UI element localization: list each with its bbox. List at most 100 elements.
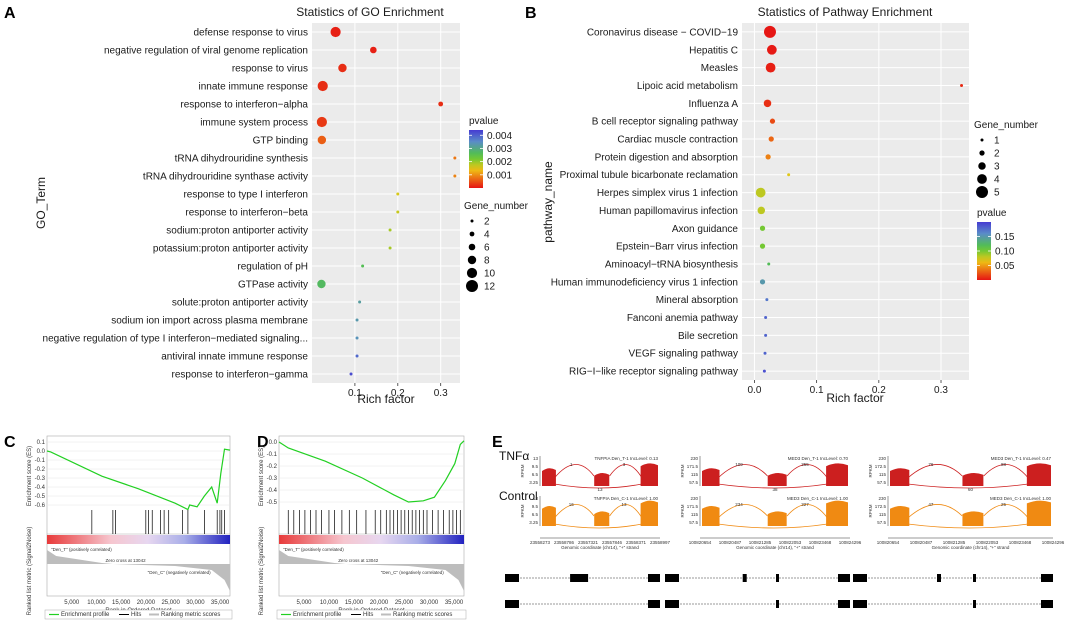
data-point <box>338 63 347 73</box>
y-tick-label: 57.5 <box>877 520 886 525</box>
data-point <box>759 243 766 249</box>
genomic-tick-label: 23558997 <box>650 540 671 545</box>
junction-arc <box>983 504 1029 519</box>
go-enrichment-chart: Statistics of GO Enrichment defense resp… <box>34 5 529 406</box>
y-tick-label: 171.5 <box>687 504 699 509</box>
genomic-tick-label: 100820654 <box>877 540 900 545</box>
zero-cross-label: Zero cross at 13042 <box>338 558 379 563</box>
y-axis-title: RPKM <box>680 504 685 517</box>
pathway-enrichment-chart: Statistics of Pathway Enrichment Coronav… <box>541 5 1039 405</box>
x-tick-label: 35,000 <box>445 600 464 606</box>
size-legend-label: 1 <box>994 136 1000 147</box>
junction-count: 16 <box>569 502 575 507</box>
exon-box <box>838 574 850 582</box>
junction-arc <box>717 464 768 479</box>
genomic-tick-label: 100820487 <box>910 540 933 545</box>
es-tick-label: -0.2 <box>35 467 46 473</box>
x-tick-label: 25,000 <box>161 600 180 606</box>
category-label: Human immunodeficiency virus 1 infection <box>551 277 738 288</box>
data-point <box>769 118 776 124</box>
positive-label: "Den_T" (positively correlated) <box>283 547 344 552</box>
genomic-axis-title: Genomic coordinate (chr14), "+" strand <box>736 545 814 550</box>
exon-box <box>853 574 867 582</box>
category-label: Mineral absorption <box>656 295 738 306</box>
genomic-tick-label: 100822053 <box>779 540 802 545</box>
junction-count: 88 <box>1001 462 1007 467</box>
size-legend-dot <box>979 150 985 156</box>
junction-count: 109 <box>735 462 743 467</box>
data-point <box>765 298 769 302</box>
genomic-tick-label: 100821285 <box>943 540 966 545</box>
size-legend-title: Gene_number <box>974 120 1039 131</box>
y-axis-title: RPKM <box>520 504 525 517</box>
data-point <box>453 156 457 160</box>
category-label: solute:proton antiporter activity <box>172 298 308 309</box>
rank-color-bar <box>279 535 464 544</box>
data-point <box>317 135 327 145</box>
category-label: Aminoacyl−tRNA biosynthesis <box>605 259 738 270</box>
y-axis-title: RPKM <box>680 464 685 477</box>
x-tick-label: 5,000 <box>296 600 312 606</box>
junction-arc <box>786 504 828 519</box>
category-label: response to interferon−beta <box>185 208 308 219</box>
x-tick-label: 25,000 <box>395 600 414 606</box>
color-tick-label: 0.15 <box>995 232 1015 243</box>
junction-arc <box>717 504 768 519</box>
genomic-tick-label: 100820487 <box>719 540 742 545</box>
coverage-block <box>826 500 848 526</box>
y-tick-label: 3.25 <box>529 520 538 525</box>
exon-box <box>776 574 779 582</box>
data-point <box>317 80 328 92</box>
gsea-plot-c: 0.1 0.0 -0.1 -0.2 -0.3 -0.4 -0.5 -0.6 "Den_T" (p… <box>27 435 233 620</box>
junction-arc <box>609 504 643 519</box>
size-legend-label: 6 <box>484 243 490 254</box>
exon-box <box>570 574 589 582</box>
junction-count: 327 <box>801 502 809 507</box>
size-legend-label: 5 <box>994 188 1000 199</box>
data-point <box>396 192 400 196</box>
size-legend-dot <box>977 174 987 184</box>
size-legend-label: 2 <box>994 149 1000 160</box>
category-label: Coronavirus disease − COVID−19 <box>587 27 739 38</box>
junction-count: 13 <box>621 502 627 507</box>
y-tick-label: 230 <box>690 496 698 501</box>
junction-arc <box>786 464 828 479</box>
es-tick-label: -0.3 <box>35 476 46 482</box>
exon-box <box>648 574 660 582</box>
exon-box <box>973 600 976 608</box>
y-tick-label: 172.5 <box>875 504 887 509</box>
junction-arc <box>907 523 1029 529</box>
color-tick-label: 0.05 <box>995 261 1015 272</box>
exon-box <box>973 574 976 582</box>
color-tick-label: 0.002 <box>487 157 512 168</box>
rank-axis-title: Ranked list metric (Signal2Noise) <box>27 527 33 616</box>
data-point <box>361 264 365 268</box>
genomic-tick-label: 100820654 <box>689 540 712 545</box>
color-legend-title: pvalue <box>469 116 499 127</box>
coverage-block <box>767 473 787 486</box>
coverage-block <box>962 473 984 486</box>
x-tick-label: 0.1 <box>348 388 362 399</box>
es-tick-label: 0.1 <box>37 440 46 446</box>
size-legend-dot <box>468 243 476 251</box>
y-tick-label: 230 <box>878 456 886 461</box>
size-legend-dot <box>470 219 474 223</box>
exon-box <box>648 600 660 608</box>
legend-item: Hits <box>363 612 373 618</box>
es-axis-title: Enrichment score (ES) <box>27 446 33 506</box>
pathway-y-axis-title: pathway_name <box>541 161 555 243</box>
size-legend-dot <box>976 186 988 198</box>
exon-box <box>505 574 519 582</box>
legend-item: Ranking metric scores <box>393 612 452 618</box>
panel-label-d: D <box>257 434 269 451</box>
gsea-frame <box>46 435 231 597</box>
genomic-tick-label: 23557846 <box>602 540 623 545</box>
coverage-block <box>594 473 610 486</box>
pathway-x-axis-title: Rich factor <box>826 391 883 405</box>
es-tick-label: -0.5 <box>267 500 278 506</box>
y-tick-label: 57.5 <box>689 480 698 485</box>
rank-axis-title: Ranked list metric (Signal2Noise) <box>259 527 265 616</box>
category-label: Axon guidance <box>672 224 739 235</box>
